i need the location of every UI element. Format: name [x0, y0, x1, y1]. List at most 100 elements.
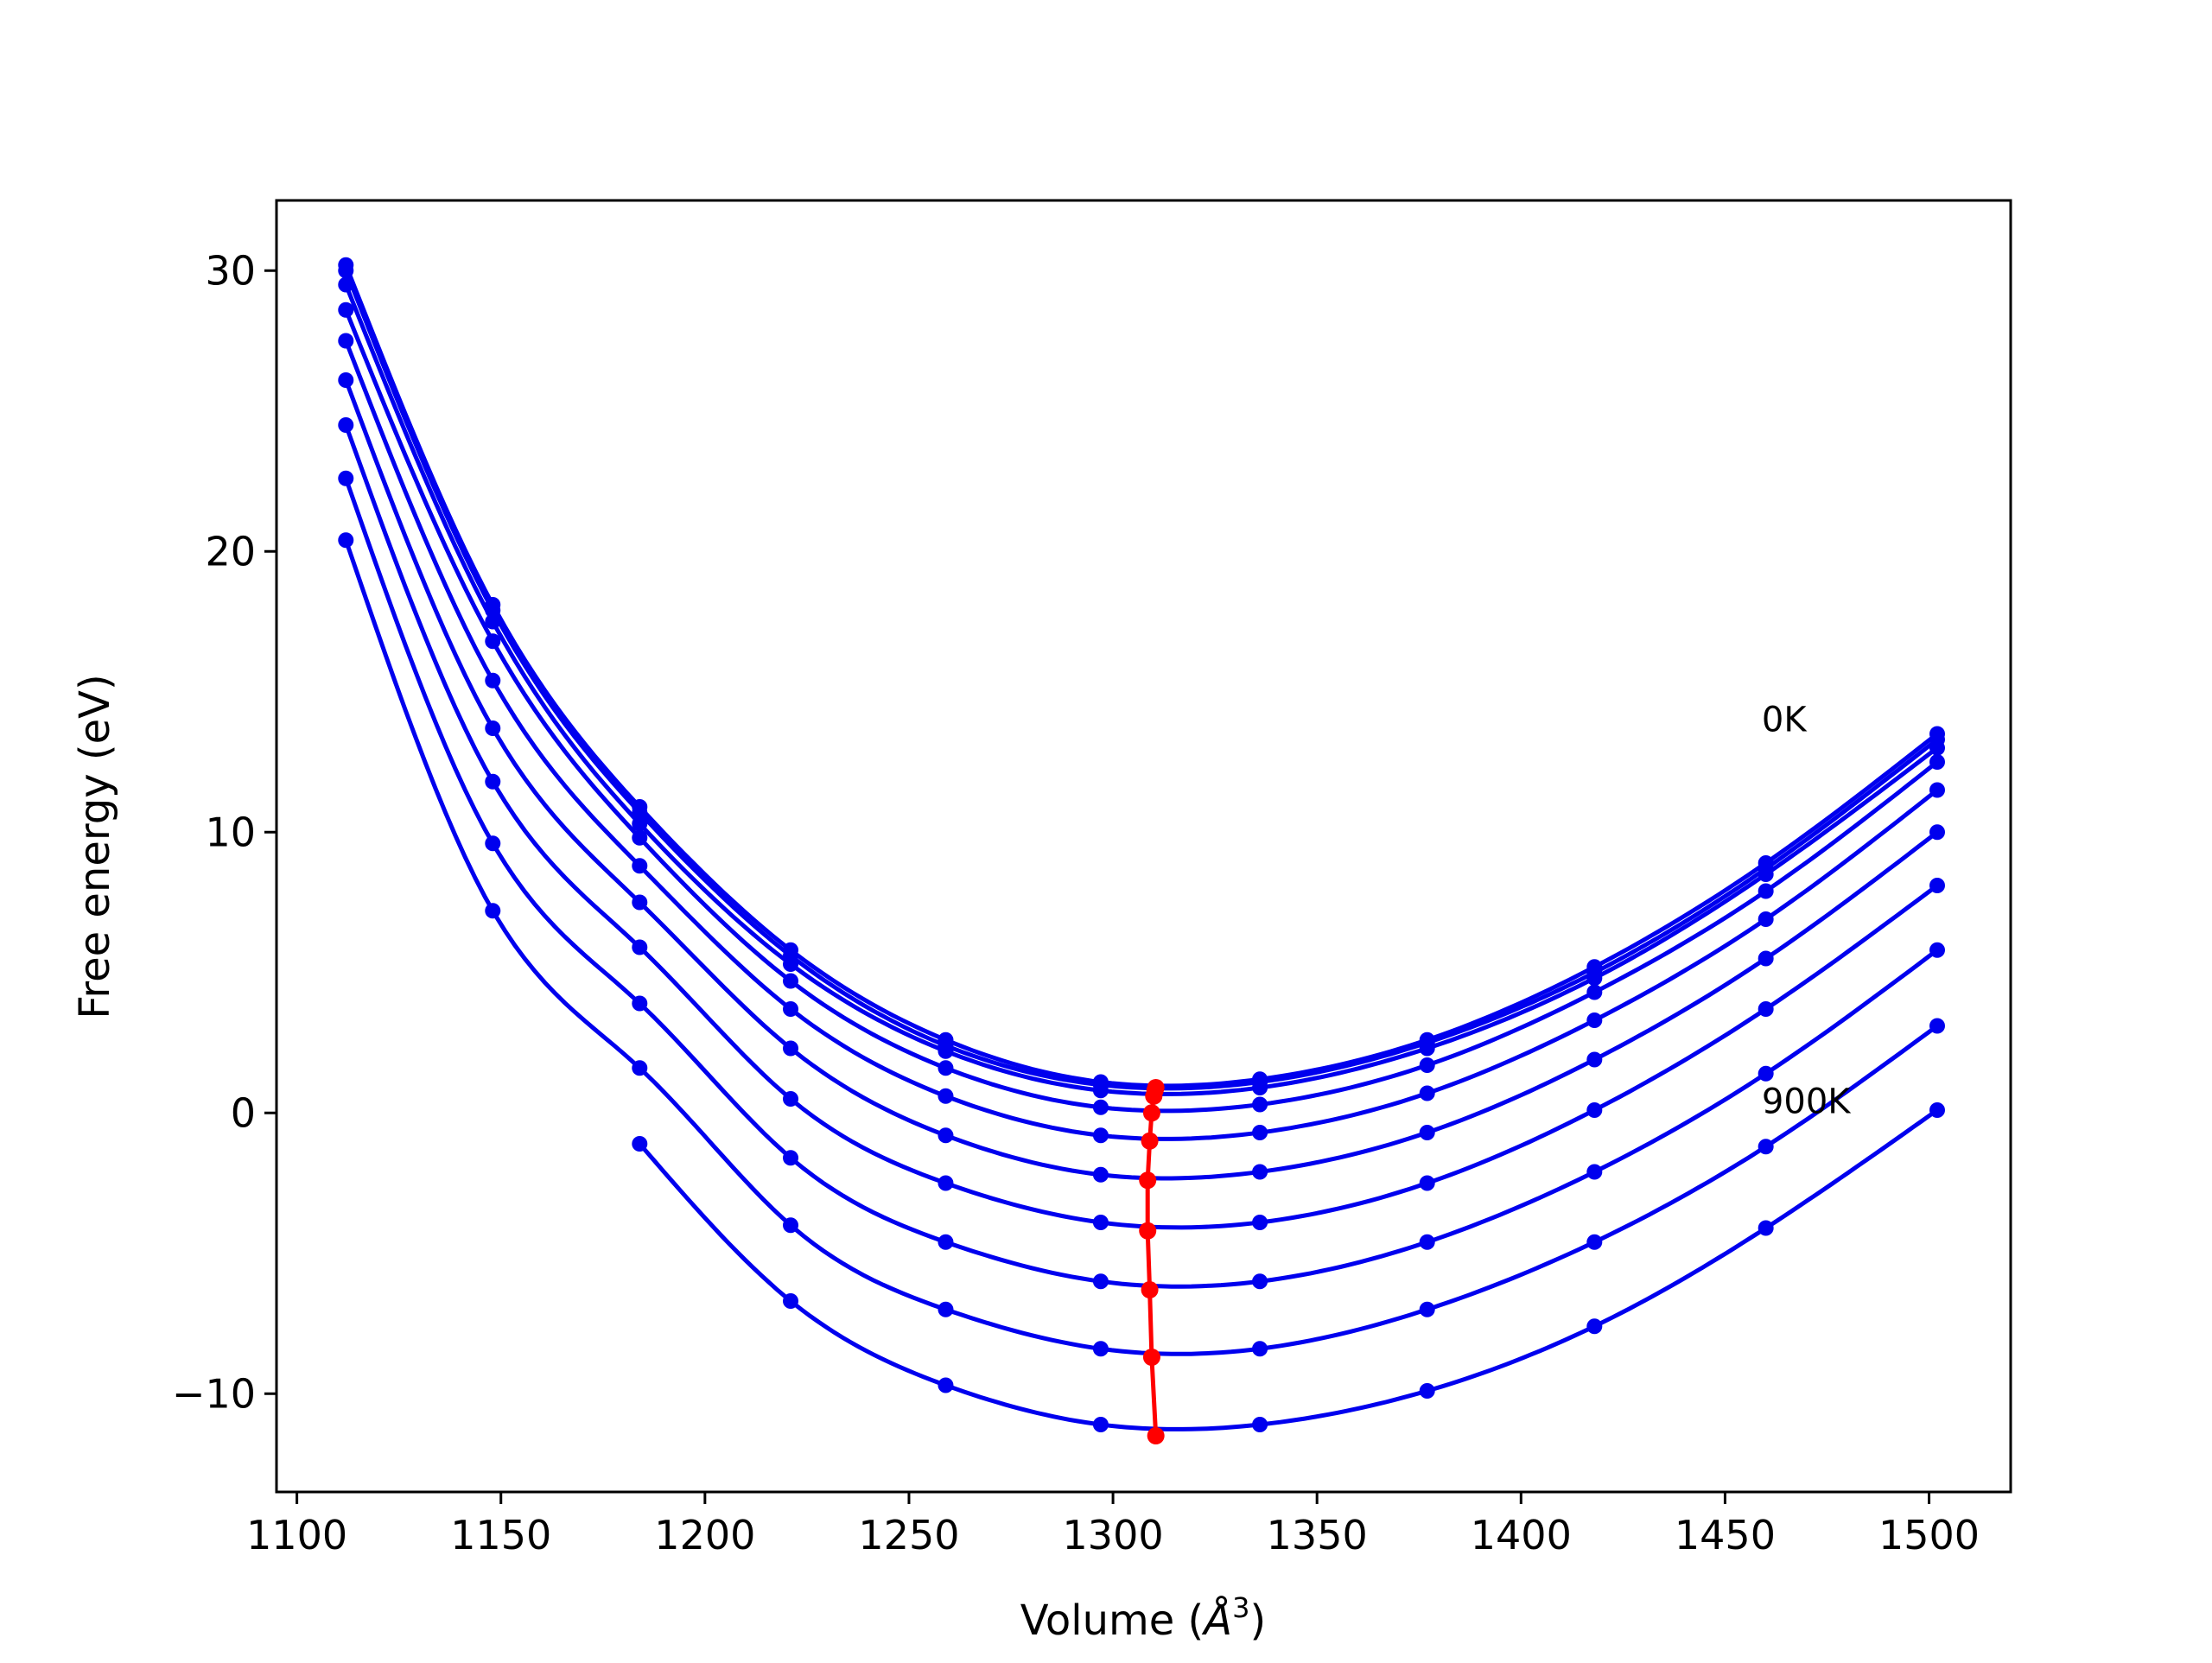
data-point-7-1	[485, 835, 501, 852]
data-point-2-4	[938, 1043, 954, 1059]
data-point-7-10	[1929, 942, 1945, 958]
minimum-point-3	[1142, 1104, 1160, 1122]
data-point-2-9	[1758, 866, 1774, 882]
x-axis-label: Volume (Å3)	[1020, 1591, 1266, 1645]
series-curve-7	[343, 477, 1939, 1289]
data-point-9-4	[1252, 1417, 1268, 1432]
x-axis-label-unit: Å	[1201, 1596, 1232, 1645]
minimum-point-2	[1145, 1087, 1163, 1105]
data-point-2-2	[632, 816, 648, 832]
minima-layer	[1139, 1079, 1165, 1444]
data-point-5-7	[1419, 1125, 1435, 1140]
data-point-8-9	[1758, 1139, 1774, 1155]
data-point-7-6	[1252, 1273, 1268, 1290]
data-point-5-4	[938, 1127, 954, 1144]
data-point-7-4	[938, 1234, 954, 1250]
data-point-9-3	[1092, 1417, 1109, 1432]
minimum-point-7	[1141, 1281, 1159, 1298]
data-point-8-10	[1929, 1018, 1945, 1034]
data-point-9-6	[1586, 1318, 1603, 1335]
data-point-1-0	[338, 263, 354, 279]
x-tick-label-7: 1450	[1675, 1512, 1776, 1558]
data-point-6-10	[1929, 878, 1945, 893]
data-point-8-3	[783, 1217, 799, 1234]
y-axis-label: Free energy (eV)	[71, 674, 119, 1019]
minimum-point-5	[1139, 1171, 1157, 1190]
data-point-6-8	[1586, 1102, 1603, 1118]
data-point-7-5	[1092, 1273, 1109, 1290]
data-point-3-5	[1092, 1099, 1109, 1115]
minimum-point-4	[1141, 1132, 1159, 1150]
x-axis-label-close: )	[1249, 1596, 1266, 1645]
data-point-8-6	[1252, 1341, 1268, 1357]
data-point-9-7	[1758, 1220, 1774, 1236]
data-point-2-6	[1252, 1080, 1268, 1095]
data-point-2-5	[1092, 1082, 1109, 1099]
data-point-3-3	[783, 973, 799, 989]
data-point-6-5	[1092, 1215, 1109, 1230]
data-point-1-2	[632, 804, 648, 821]
x-tick-label-4: 1300	[1063, 1512, 1164, 1558]
data-point-5-10	[1929, 824, 1945, 841]
data-point-4-2	[632, 858, 648, 874]
data-point-6-6	[1252, 1215, 1268, 1230]
data-point-3-6	[1252, 1096, 1268, 1113]
y-tick-label-3: 20	[205, 528, 256, 574]
data-point-4-6	[1252, 1125, 1268, 1140]
series-curve-2	[343, 283, 1939, 1096]
data-point-3-2	[632, 829, 648, 846]
data-point-5-6	[1252, 1164, 1268, 1180]
data-point-9-0	[632, 1136, 648, 1152]
data-point-2-1	[485, 613, 501, 630]
series-curve-8	[343, 539, 1939, 1356]
data-point-6-9	[1758, 1001, 1774, 1017]
minimum-point-8	[1142, 1349, 1160, 1366]
data-point-8-4	[938, 1301, 954, 1317]
data-point-4-5	[1092, 1127, 1109, 1144]
x-tick-label-1: 1150	[450, 1512, 551, 1558]
x-axis-label-exponent: 3	[1232, 1591, 1249, 1624]
data-point-6-3	[783, 1091, 799, 1107]
annotation-1: 900K	[1762, 1082, 1852, 1121]
series-curve-1	[343, 270, 1939, 1091]
x-axis-label-base: Volume (	[1020, 1596, 1205, 1645]
minimum-point-9	[1147, 1427, 1165, 1444]
x-tick-label-6: 1400	[1471, 1512, 1572, 1558]
data-point-7-8	[1586, 1164, 1603, 1180]
data-point-5-5	[1092, 1166, 1109, 1183]
series-curve-0	[343, 263, 1939, 1089]
data-point-5-0	[338, 372, 354, 388]
data-point-8-8	[1586, 1234, 1603, 1250]
series-curve-3	[343, 308, 1939, 1114]
data-point-5-1	[485, 720, 501, 736]
data-point-9-8	[1929, 1102, 1945, 1118]
data-point-3-10	[1929, 754, 1945, 770]
y-tick-label-2: 10	[205, 809, 256, 855]
x-tick-label-0: 1100	[246, 1512, 347, 1558]
y-tick-label-0: −10	[172, 1370, 256, 1417]
x-tick-label-2: 1200	[654, 1512, 755, 1558]
data-point-2-8	[1586, 970, 1603, 987]
data-point-2-3	[783, 956, 799, 972]
series-curve-9	[638, 1108, 1939, 1431]
data-point-4-4	[938, 1088, 954, 1104]
data-point-3-8	[1586, 984, 1603, 1000]
plot-frame	[275, 199, 2012, 1494]
data-point-8-5	[1092, 1341, 1109, 1357]
data-point-4-3	[783, 1001, 799, 1017]
data-point-8-0	[338, 532, 354, 549]
data-point-4-9	[1758, 911, 1774, 927]
x-axis-ticks: 1100 1150 1200 1250 1300 1350 1400 1450 1500	[246, 1492, 1980, 1558]
data-point-7-2	[632, 995, 648, 1012]
data-point-2-10	[1929, 739, 1945, 756]
y-tick-label-1: 0	[231, 1089, 256, 1136]
data-point-4-10	[1929, 782, 1945, 798]
data-point-5-9	[1758, 950, 1774, 967]
data-point-6-4	[938, 1175, 954, 1191]
annotations-layer: 0K 900K	[1762, 700, 1852, 1121]
data-point-9-1	[783, 1293, 799, 1309]
data-point-4-8	[1586, 1012, 1603, 1028]
